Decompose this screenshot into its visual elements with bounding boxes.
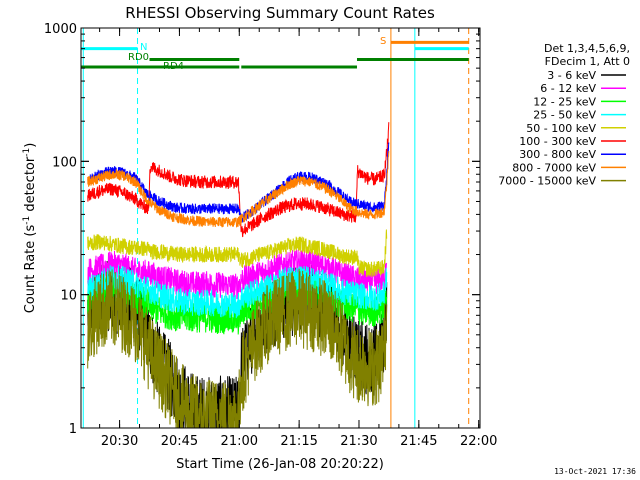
legend-label-2: 12 - 25 keV xyxy=(533,95,596,108)
timestamp: 13-Oct-2021 17:36 xyxy=(554,467,636,476)
flag-label-2: RD4 xyxy=(163,61,184,72)
legend-header-1: Det 1,3,4,5,6,9, xyxy=(544,42,630,55)
y-axis-label: Count Rate (s-1 detector-1) xyxy=(22,143,38,314)
x-tick-label: 21:30 xyxy=(340,434,377,449)
legend-label-5: 100 - 300 keV xyxy=(519,135,596,148)
y-tick-label: 1000 xyxy=(44,22,77,37)
flag-label-3: S xyxy=(380,36,386,47)
legend-label-6: 300 - 800 keV xyxy=(519,148,596,161)
y-axis: 1 10 100 1000 xyxy=(44,22,480,437)
legend-label-7: 800 - 7000 keV xyxy=(512,161,596,174)
series-line-1 xyxy=(87,249,388,300)
flag-label-0: N xyxy=(140,42,147,53)
x-axis: 20:30 20:45 21:00 21:15 21:30 21:45 22:00 xyxy=(99,28,497,449)
legend: Det 1,3,4,5,6,9, FDecim 1, Att 0 3 - 6 k… xyxy=(498,42,630,188)
x-tick-label: 20:30 xyxy=(101,434,138,449)
x-tick-label: 22:00 xyxy=(460,434,497,449)
x-tick-label: 21:45 xyxy=(400,434,437,449)
y-tick-label: 100 xyxy=(52,155,77,170)
legend-label-1: 6 - 12 keV xyxy=(540,82,596,95)
x-axis-label: Start Time (26-Jan-08 20:20:22) xyxy=(176,457,384,472)
x-tick-label: 21:15 xyxy=(280,434,317,449)
series-line-4 xyxy=(87,229,388,277)
series-line-8 xyxy=(87,268,388,428)
legend-label-8: 7000 - 15000 keV xyxy=(498,175,596,188)
series-line-7 xyxy=(87,150,390,228)
series-group xyxy=(87,122,390,428)
series-line-6 xyxy=(87,142,390,223)
flag-label-1: RD0 xyxy=(128,52,149,63)
legend-label-0: 3 - 6 keV xyxy=(547,69,596,82)
x-tick-label: 20:45 xyxy=(161,434,198,449)
y-tick-label: 1 xyxy=(69,422,77,437)
y-tick-label: 10 xyxy=(60,289,77,304)
legend-label-4: 50 - 100 keV xyxy=(526,122,596,135)
chart-title: RHESSI Observing Summary Count Rates xyxy=(125,4,435,22)
plot-frame xyxy=(80,27,481,429)
legend-label-3: 25 - 50 keV xyxy=(533,109,596,122)
series-line-5 xyxy=(87,122,390,238)
x-tick-label: 21:00 xyxy=(221,434,258,449)
legend-header-2: FDecim 1, Att 0 xyxy=(545,55,630,68)
series-line-3 xyxy=(87,265,388,319)
